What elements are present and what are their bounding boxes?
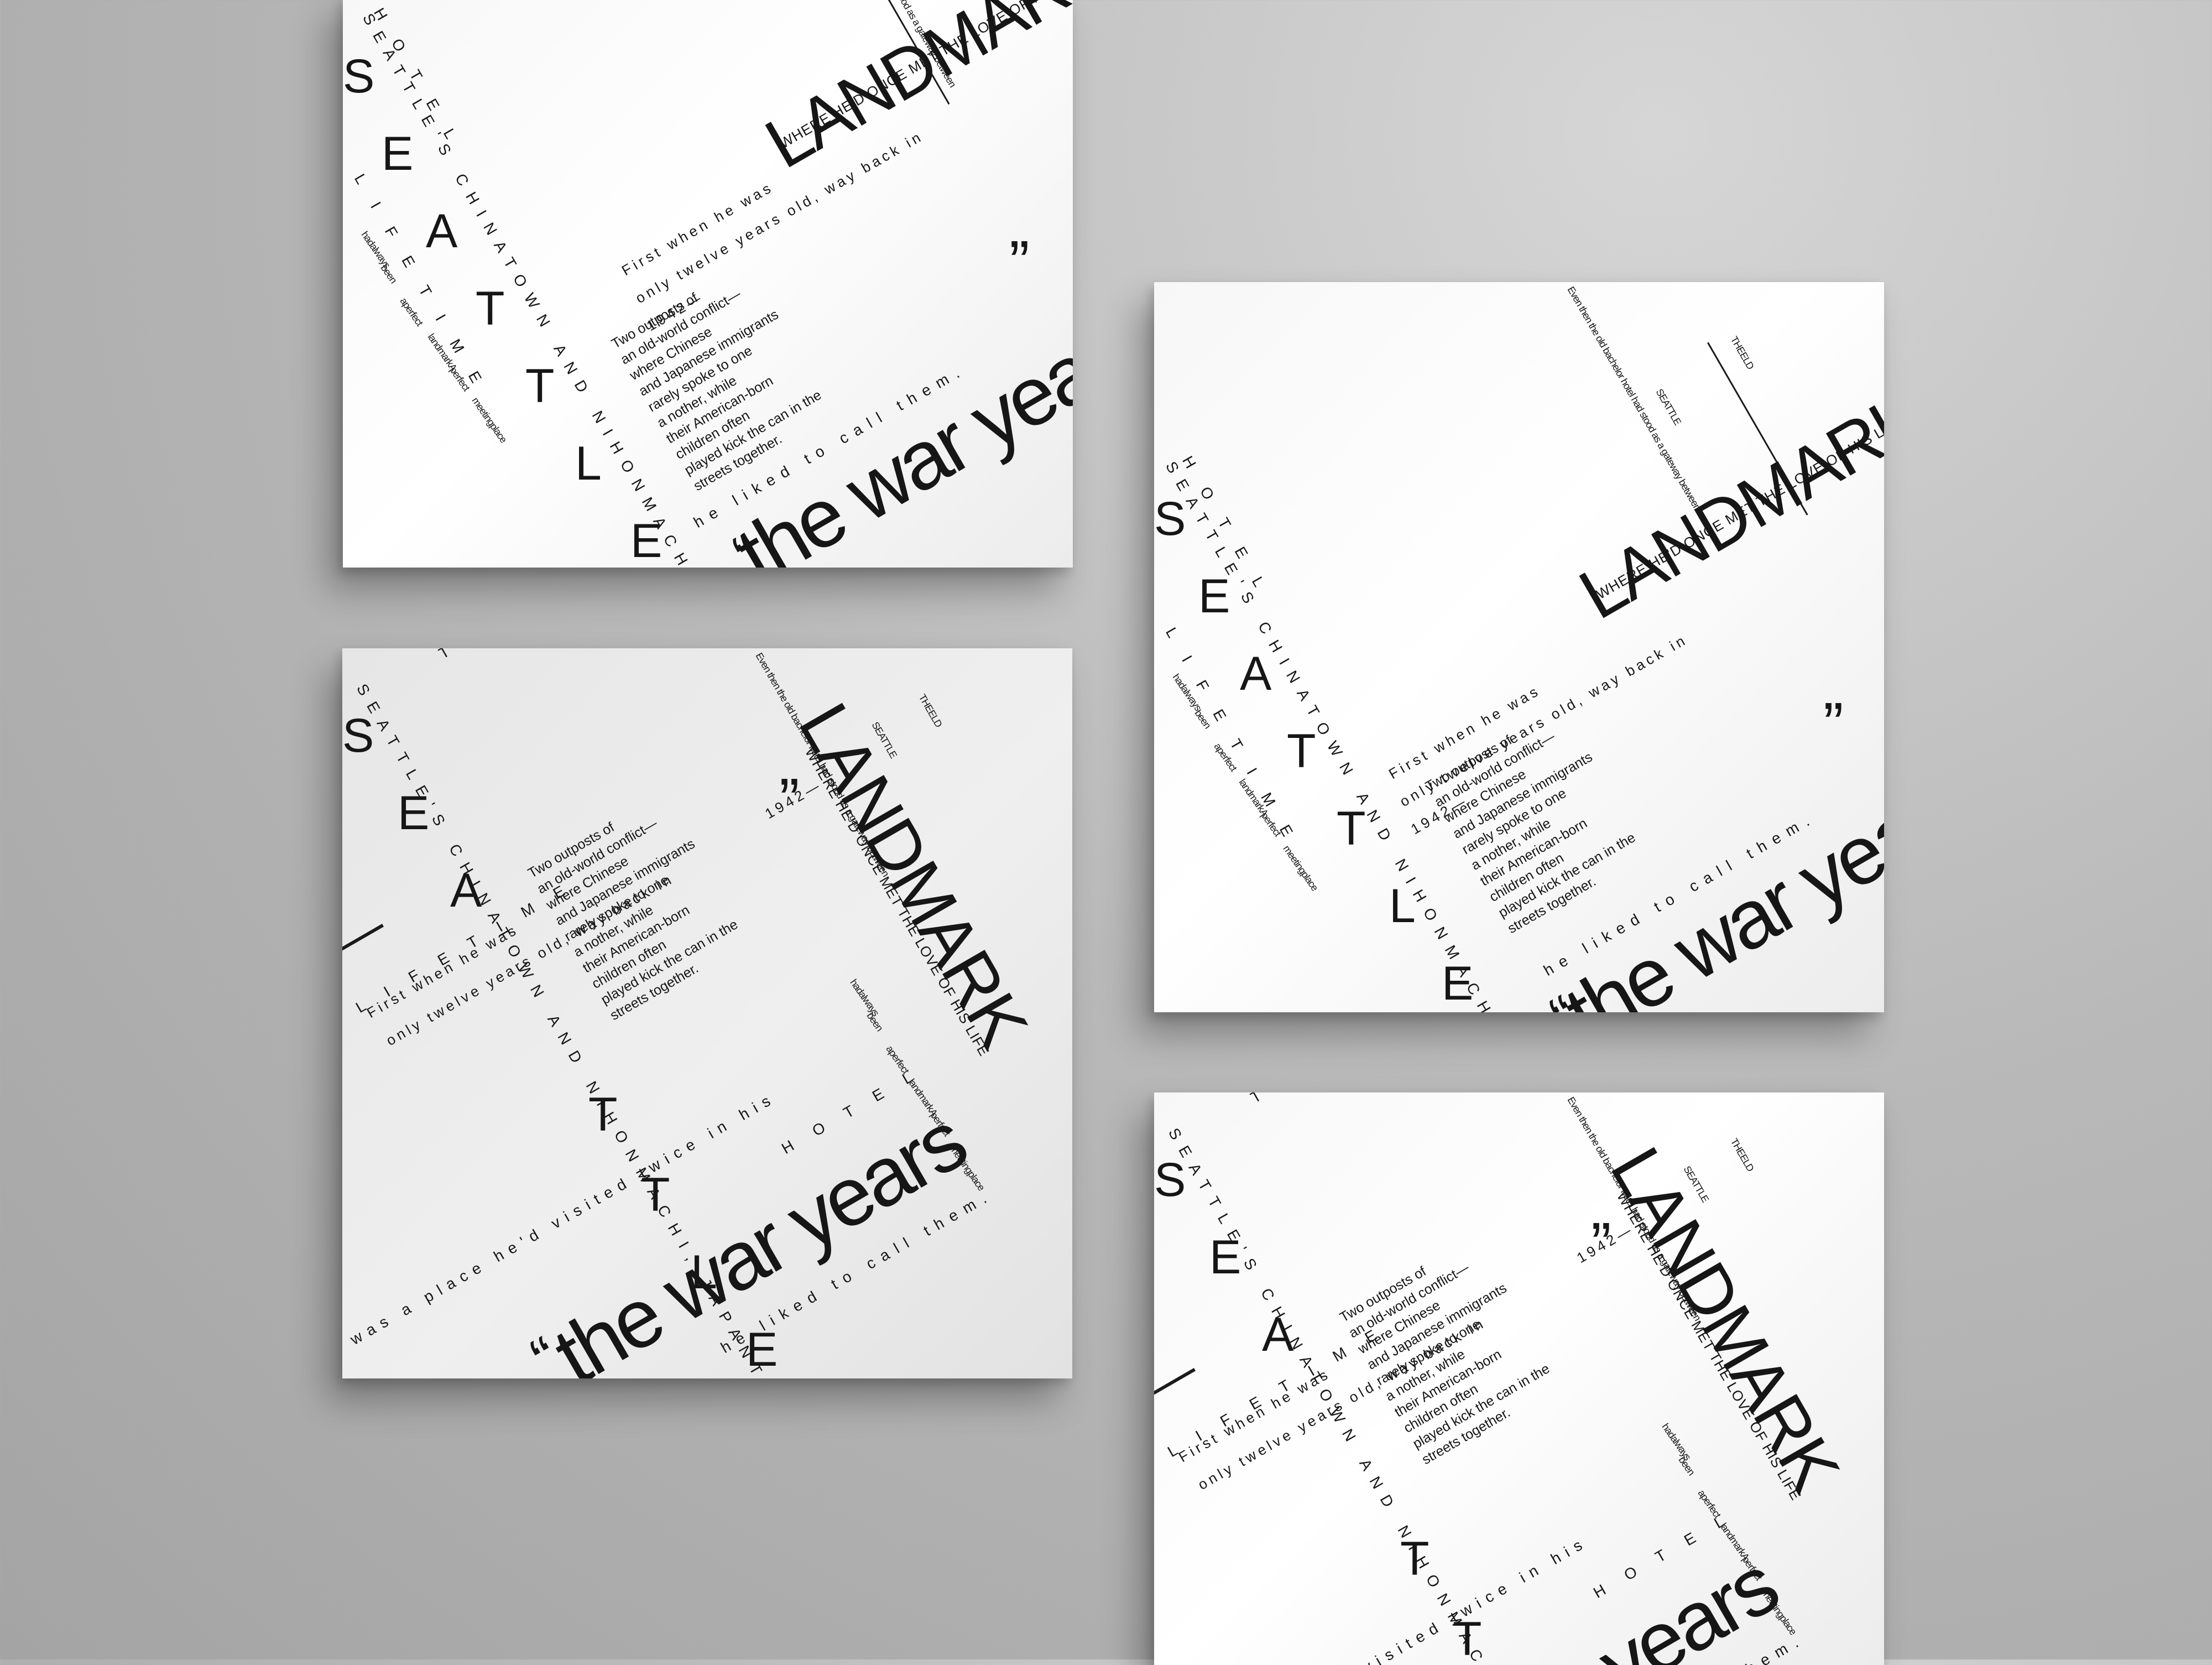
the-eclid: THEELD <box>1728 1136 1756 1173</box>
body-text: Two outposts of an old-world conflict— w… <box>1337 1260 1553 1468</box>
seattle-letter-l: L <box>1389 880 1416 933</box>
seattle-letter-t2: T <box>525 360 555 413</box>
seattle-letter-s: S <box>342 709 374 762</box>
hotel-line: Even then the old bachelor hotel had sto… <box>1565 284 1703 512</box>
phrase-word-1: hadalways <box>1660 1421 1693 1463</box>
seattle-letter-l: L <box>691 1246 717 1299</box>
close-quote: ” <box>1823 690 1844 758</box>
phrase-word-2: been <box>378 262 399 285</box>
poster-card-left-middle: S E A T T L E SEATTLE'S CHINATOWN AND NI… <box>342 648 1072 1378</box>
seattle-letter-t2: T <box>1453 1612 1482 1665</box>
the-letters: T H E <box>436 648 521 662</box>
the-letters: T H E <box>1248 1092 1333 1106</box>
seattle-letter-s: S <box>1154 1153 1186 1206</box>
seattle-letter-e: E <box>398 787 430 840</box>
poster-card-top-left: S E A T T L E H O T E L SEATTLE'S CHINAT… <box>343 0 1073 568</box>
seattle-letter-e: E <box>382 127 414 180</box>
visited-line: was a place he'd visited twice in his <box>1159 1533 1591 1665</box>
seattle-letter-t2: T <box>641 1168 670 1221</box>
seattle-letter-a: A <box>1262 1308 1294 1361</box>
the-eclid: THEELD <box>916 692 945 729</box>
seattle-letter-a: A <box>450 864 482 917</box>
seattle-letter-t2: T <box>1337 802 1366 855</box>
phrase-word-6: meetingplace <box>1281 843 1321 893</box>
seattle-letter-s: S <box>343 50 375 103</box>
close-quote: ” <box>779 766 800 834</box>
body-text: Two outposts of an old-world conflict— w… <box>525 815 741 1024</box>
slash-mark <box>342 924 384 958</box>
poster-card-right-middle: S E A T T L E H O T E L SEATTLE'S CHINAT… <box>1154 282 1884 1012</box>
seattle-letter-e2: E <box>630 514 662 568</box>
landmark-title: LANDMARK <box>1595 1135 1854 1503</box>
seattle-letter-l: L <box>575 437 602 490</box>
slash-mark <box>1154 1368 1196 1402</box>
phrase-word-2: been <box>864 1010 885 1033</box>
the-eclid: THEELD <box>1728 334 1756 371</box>
seattle-letter-t: T <box>1400 1532 1430 1585</box>
phrase-word-1: hadalways <box>848 977 881 1018</box>
seattle-letter-t: T <box>588 1088 618 1141</box>
poster-card-bottom-right: S E A T T SEATTLE'S CHINATOWN AND NIHONM… <box>1154 1092 1884 1665</box>
seattle-letter-a: A <box>426 205 458 258</box>
phrase-word-6: meetingplace <box>469 395 509 445</box>
seattle-small: SEATTLE <box>1653 387 1683 427</box>
close-quote: ” <box>1591 1210 1611 1278</box>
seattle-letter-e2: E <box>1442 957 1474 1010</box>
seattle-letter-t: T <box>476 282 505 335</box>
seattle-letter-a: A <box>1240 647 1272 700</box>
landmark-title: LANDMARK <box>784 690 1042 1059</box>
close-quote: ” <box>1009 228 1030 296</box>
seattle-letter-e: E <box>1198 570 1230 623</box>
phrase-word-3: aperfect <box>1695 1487 1723 1520</box>
phrase-word-2: been <box>1676 1454 1697 1477</box>
phrase-word-3: aperfect <box>884 1043 911 1076</box>
seattle-letter-t: T <box>1287 725 1316 778</box>
seattle-letter-e: E <box>1209 1231 1241 1284</box>
seattle-letter-s: S <box>1154 492 1186 545</box>
seattle-letter-e2: E <box>746 1323 778 1376</box>
